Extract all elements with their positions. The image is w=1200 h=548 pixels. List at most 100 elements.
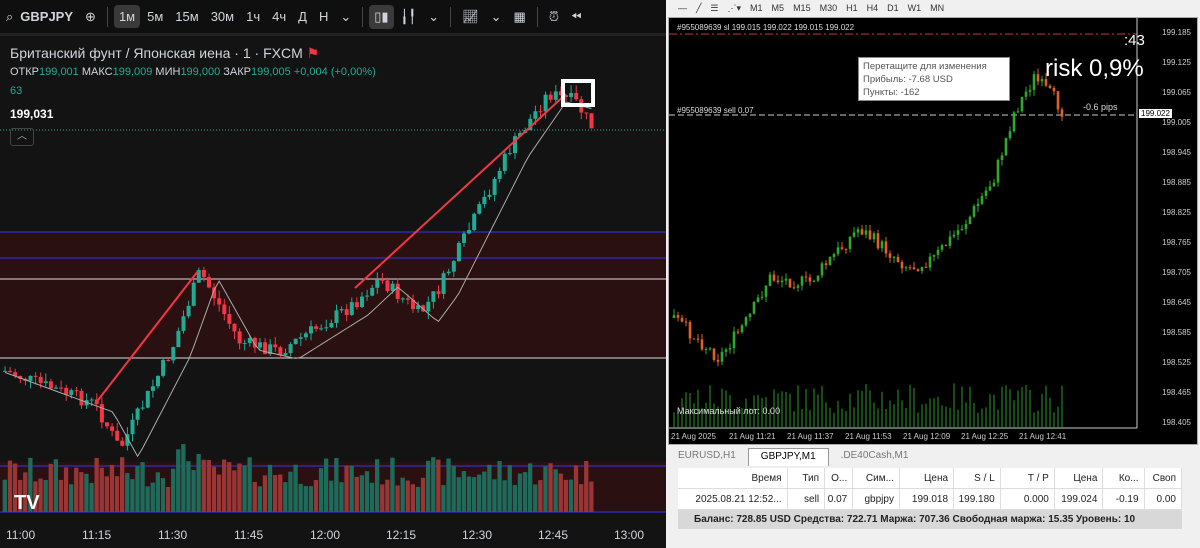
main-chart[interactable] (0, 39, 666, 517)
tf-m15[interactable]: M15 (793, 3, 811, 13)
candle (948, 236, 952, 246)
add-symbol-icon[interactable]: ⊕ (85, 8, 96, 24)
tab-gbpjpy[interactable]: GBPJPY,M1 (747, 448, 829, 466)
table-row-cell: gbpjpy (853, 489, 900, 509)
chevron-down-icon[interactable]: ⌄ (340, 8, 352, 24)
volume-bar (410, 484, 415, 512)
candle (120, 440, 125, 446)
chevron-down-icon[interactable]: ⌄ (428, 8, 440, 24)
shapes-icon[interactable]: ⋰▾ (727, 2, 742, 13)
volume-bar (436, 459, 441, 512)
tf-1m[interactable]: 1м (113, 5, 141, 28)
volume-bar (257, 486, 262, 512)
tf-4h[interactable]: 4ч (272, 9, 287, 24)
volume-bar (553, 469, 558, 512)
table-row[interactable]: 2025.08.21 12:52... sell 0.07 gbpjpy 199.018… (678, 489, 1182, 510)
tf-h1[interactable]: H1 (846, 3, 858, 13)
candle (736, 331, 740, 333)
chevron-down-icon[interactable]: ⌄ (490, 8, 502, 24)
volume-bar (196, 453, 201, 512)
tf-d1[interactable]: D1 (887, 3, 899, 13)
candle (298, 337, 303, 339)
candle (956, 230, 960, 235)
tab-eurusd[interactable]: EURUSD,H1 (678, 450, 736, 461)
max-lot-label: Максимальный лот: 0.00 (677, 406, 781, 416)
volume-bar (125, 472, 130, 512)
candle (385, 280, 390, 291)
volume-bar (94, 457, 99, 512)
tf-w[interactable]: Н (318, 9, 329, 24)
candle (860, 229, 864, 235)
candle (329, 322, 334, 328)
candle (227, 314, 232, 324)
low-label: МИН (155, 66, 181, 78)
hline-icon[interactable]: — (678, 3, 687, 13)
candle (688, 322, 692, 339)
candles-icon[interactable]: ▯▮ (369, 4, 394, 29)
low-value: 199,000 (180, 66, 221, 78)
indicators-icon[interactable]: 📈︎ (462, 8, 479, 24)
tf-m5[interactable]: M5 (771, 3, 785, 13)
tf-mn[interactable]: MN (930, 3, 945, 13)
flag-icon[interactable]: ⚑ (306, 45, 320, 61)
symbol-search[interactable]: GBPJPY (20, 9, 74, 24)
tf-w1[interactable]: W1 (907, 3, 922, 13)
candle (99, 404, 104, 423)
replay-icon[interactable]: ⏪︎ (570, 8, 582, 24)
price-tick: 198.945 (1162, 148, 1191, 157)
volume-bar (130, 479, 135, 512)
volume-bar (339, 482, 344, 512)
volume-bar (252, 481, 257, 512)
tf-m30[interactable]: M30 (819, 3, 838, 13)
volume-bar (420, 477, 426, 512)
candle (848, 236, 852, 249)
volume-bar (497, 461, 502, 512)
candle (936, 249, 940, 255)
fibo-icon[interactable]: ☰ (710, 2, 719, 13)
candle (820, 263, 824, 276)
volume-bar (267, 464, 273, 512)
order-label[interactable]: #955089639 sell 0.07 (677, 106, 754, 115)
candle (712, 348, 716, 360)
search-icon[interactable]: ⌕ (6, 8, 14, 24)
top-toolbar: ⌕ GBPJPY ⊕ 1м 5м 15м 30м 1ч 4ч Д Н ⌄ ▯▮ … (0, 0, 666, 36)
tf-15m[interactable]: 15м (175, 9, 199, 24)
volume-bar (405, 480, 410, 512)
tf-1h[interactable]: 1ч (246, 9, 261, 24)
candle (395, 283, 400, 299)
volume-bar (63, 467, 69, 512)
layout-icon[interactable]: ▦ (513, 8, 526, 24)
volume-bar (283, 482, 288, 512)
candle (513, 136, 517, 154)
tf-h4[interactable]: H4 (866, 3, 879, 13)
volume-bar (308, 486, 313, 512)
candle (772, 274, 776, 281)
tf-m1[interactable]: M1 (750, 3, 763, 13)
candle (176, 330, 181, 348)
volume-bar (354, 476, 359, 512)
trendline-icon[interactable]: ╱ (696, 2, 702, 13)
collapse-legend-button[interactable]: ︿ (10, 128, 34, 146)
volume-bar (53, 459, 58, 512)
bars-icon[interactable]: ╽╿ (400, 8, 417, 24)
tf-d[interactable]: Д (298, 9, 307, 24)
tf-5m[interactable]: 5м (147, 9, 164, 24)
price-tick: 199.065 (1162, 88, 1191, 97)
table-header-cell: Ко... (1103, 468, 1145, 488)
candle (924, 266, 928, 268)
volume-bar (522, 472, 528, 512)
candle (314, 326, 319, 329)
volume-bar (538, 480, 543, 512)
zone (0, 232, 666, 358)
candle (980, 196, 984, 204)
candle (836, 247, 840, 255)
candle (784, 278, 788, 281)
candle (467, 230, 472, 234)
alert-icon[interactable]: ⏰︎ (548, 8, 559, 24)
tf-30m[interactable]: 30м (210, 9, 235, 24)
volume-bar (74, 467, 79, 512)
candle (145, 390, 150, 408)
candle (558, 91, 563, 96)
time-axis[interactable]: 11:00 11:15 11:30 11:45 12:00 12:15 12:3… (0, 522, 666, 548)
tab-de40[interactable]: .DE40Cash,M1 (840, 450, 909, 461)
